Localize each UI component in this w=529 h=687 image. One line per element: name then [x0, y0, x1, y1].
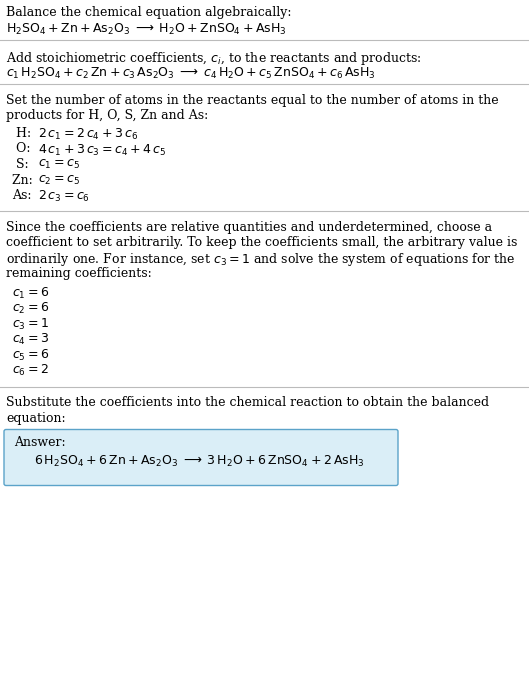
Text: Balance the chemical equation algebraically:: Balance the chemical equation algebraica… [6, 6, 291, 19]
Text: remaining coefficients:: remaining coefficients: [6, 267, 152, 280]
Text: Set the number of atoms in the reactants equal to the number of atoms in the: Set the number of atoms in the reactants… [6, 94, 499, 107]
Text: Zn:: Zn: [12, 174, 37, 186]
Text: O:: O: [12, 142, 34, 155]
Text: Answer:: Answer: [14, 436, 66, 449]
Text: $\mathrm{H_2SO_4 + Zn + As_2O_3 \;\longrightarrow\; H_2O + ZnSO_4 + AsH_3}$: $\mathrm{H_2SO_4 + Zn + As_2O_3 \;\longr… [6, 21, 287, 36]
Text: $2\,c_1 = 2\,c_4 + 3\,c_6$: $2\,c_1 = 2\,c_4 + 3\,c_6$ [38, 127, 138, 142]
Text: $c_4 = 3$: $c_4 = 3$ [12, 332, 49, 347]
Text: Since the coefficients are relative quantities and underdetermined, choose a: Since the coefficients are relative quan… [6, 221, 492, 234]
Text: $c_1\,\mathrm{H_2SO_4} + c_2\,\mathrm{Zn} + c_3\,\mathrm{As_2O_3} \;\longrightar: $c_1\,\mathrm{H_2SO_4} + c_2\,\mathrm{Zn… [6, 65, 376, 80]
Text: equation:: equation: [6, 412, 66, 425]
Text: coefficient to set arbitrarily. To keep the coefficients small, the arbitrary va: coefficient to set arbitrarily. To keep … [6, 236, 517, 249]
FancyBboxPatch shape [4, 429, 398, 486]
Text: $c_1 = 6$: $c_1 = 6$ [12, 286, 49, 301]
Text: H:: H: [12, 127, 35, 140]
Text: $c_2 = 6$: $c_2 = 6$ [12, 301, 49, 316]
Text: $c_3 = 1$: $c_3 = 1$ [12, 317, 49, 332]
Text: ordinarily one. For instance, set $c_3 = 1$ and solve the system of equations fo: ordinarily one. For instance, set $c_3 =… [6, 251, 516, 269]
Text: $c_2 = c_5$: $c_2 = c_5$ [38, 174, 80, 187]
Text: $2\,c_3 = c_6$: $2\,c_3 = c_6$ [38, 189, 90, 204]
Text: $c_1 = c_5$: $c_1 = c_5$ [38, 158, 80, 171]
Text: $c_6 = 2$: $c_6 = 2$ [12, 363, 49, 378]
Text: Substitute the coefficients into the chemical reaction to obtain the balanced: Substitute the coefficients into the che… [6, 396, 489, 409]
Text: S:: S: [12, 158, 33, 171]
Text: As:: As: [12, 189, 35, 202]
Text: products for H, O, S, Zn and As:: products for H, O, S, Zn and As: [6, 109, 208, 122]
Text: $4\,c_1 + 3\,c_3 = c_4 + 4\,c_5$: $4\,c_1 + 3\,c_3 = c_4 + 4\,c_5$ [38, 142, 166, 157]
Text: $c_5 = 6$: $c_5 = 6$ [12, 348, 49, 363]
Text: Add stoichiometric coefficients, $c_i$, to the reactants and products:: Add stoichiometric coefficients, $c_i$, … [6, 50, 422, 67]
Text: $6\,\mathrm{H_2SO_4} + 6\,\mathrm{Zn} + \mathrm{As_2O_3} \;\longrightarrow\; 3\,: $6\,\mathrm{H_2SO_4} + 6\,\mathrm{Zn} + … [34, 453, 364, 469]
